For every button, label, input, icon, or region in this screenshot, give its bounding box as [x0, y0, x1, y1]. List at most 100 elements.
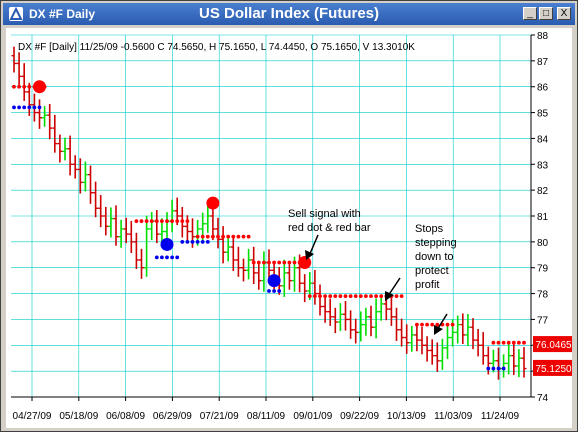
- x-axis: 04/27/09 05/18/09 06/08/09 06/29/09 07/21/09…: [11, 396, 531, 422]
- annotation-sell-line1: Sell signal with: [288, 208, 361, 220]
- price-label: 76.0465: [535, 340, 572, 351]
- y-tick-label: 86: [537, 83, 549, 94]
- minimize-button[interactable]: _: [523, 7, 537, 20]
- short-stop-dot: [353, 294, 358, 299]
- short-stop-dot: [236, 234, 241, 239]
- close-button[interactable]: X: [557, 7, 571, 20]
- annotation-sell-line2: red dot & red bar: [288, 222, 371, 234]
- short-stop-dot: [333, 294, 338, 299]
- x-tick-label: 04/27/09: [13, 411, 52, 422]
- short-stop-dot: [348, 294, 353, 299]
- long-stop-dot: [22, 105, 27, 110]
- short-stop-dot: [415, 322, 419, 327]
- short-stop-dot: [267, 260, 271, 265]
- y-tick-label: 83: [537, 160, 549, 171]
- short-stop-dot: [379, 294, 384, 299]
- short-stop-dot: [445, 322, 450, 327]
- price-label-box: [533, 336, 572, 353]
- short-stop-dot: [180, 219, 185, 224]
- long-stop-dot: [277, 289, 282, 293]
- short-stop-dot: [277, 260, 282, 265]
- short-stop-dot: [27, 84, 32, 89]
- long-stop-dot: [267, 289, 271, 293]
- short-stop-dot: [251, 260, 256, 265]
- stop-dots: [12, 84, 526, 371]
- annotation-arrow-2: [385, 277, 401, 301]
- short-stop-dot: [307, 294, 312, 299]
- long-stop-dot: [200, 239, 205, 244]
- short-stop-dot: [246, 234, 251, 239]
- short-stop-dot: [450, 322, 455, 327]
- short-stop-dot: [399, 294, 404, 299]
- info-line: DX #F [Daily] 11/25/09 -0.5600 C 74.5650…: [18, 42, 415, 53]
- short-stop-dot: [160, 219, 164, 224]
- short-stop-dot: [338, 294, 343, 299]
- long-stop-dot: [272, 289, 276, 293]
- price-label: 75.1250: [535, 364, 572, 375]
- x-tick-label: 08/11/09: [247, 411, 286, 422]
- short-stop-dot: [292, 260, 297, 265]
- short-stop-dot: [313, 294, 317, 299]
- maximize-button[interactable]: □: [539, 7, 553, 20]
- short-stop-dot: [430, 322, 435, 327]
- short-stop-dot: [369, 294, 373, 299]
- long-stop-dot: [32, 105, 37, 110]
- x-tick-label: 11/24/09: [481, 411, 520, 422]
- short-stop-dot: [170, 219, 175, 224]
- short-stop-dot: [22, 84, 27, 89]
- annotation-stops-line4: protect: [415, 265, 449, 277]
- short-stop-dot: [226, 234, 231, 239]
- y-tick-label: 85: [537, 109, 549, 120]
- x-tick-label: 06/08/09: [106, 411, 145, 422]
- short-stop-dot: [364, 294, 368, 299]
- long-stop-dot: [160, 255, 164, 260]
- long-stop-dot: [175, 255, 180, 260]
- short-stop-dot: [272, 260, 276, 265]
- short-stop-dot: [517, 340, 521, 345]
- x-tick-label: 09/22/09: [340, 411, 379, 422]
- buy-signal-dot: [267, 274, 281, 288]
- long-stop-dot: [170, 255, 175, 260]
- y-tick-label: 87: [537, 57, 549, 68]
- short-stop-dot: [195, 234, 200, 239]
- long-stop-dot: [205, 239, 210, 244]
- y-tick-label: 80: [537, 238, 549, 249]
- short-stop-dot: [262, 260, 266, 265]
- short-stop-dot: [343, 294, 348, 299]
- price-label-box: [533, 359, 572, 376]
- sell-signal-dot: [33, 80, 46, 94]
- long-stop-dot: [501, 366, 506, 371]
- long-stop-dot: [491, 366, 496, 371]
- title-bar[interactable]: DX #F Daily US Dollar Index (Futures) _ …: [3, 3, 575, 25]
- short-stop-dot: [491, 340, 496, 345]
- x-tick-label: 11/03/09: [434, 411, 473, 422]
- short-stop-dot: [216, 234, 220, 239]
- short-stop-dot: [205, 234, 210, 239]
- long-stop-dot: [190, 239, 195, 244]
- short-stop-dot: [12, 84, 16, 89]
- plot-area: 888786858483828180797877767574 04/27/090…: [6, 28, 572, 428]
- short-stop-dot: [287, 260, 292, 265]
- long-stop-dot: [17, 105, 21, 110]
- short-stop-dot: [501, 340, 506, 345]
- short-stop-dot: [282, 260, 287, 265]
- short-stop-dot: [139, 219, 144, 224]
- annotation-stops-line5: profit: [415, 279, 439, 291]
- short-stop-dot: [358, 294, 363, 299]
- short-stop-dot: [328, 294, 333, 299]
- app-icon: [9, 7, 23, 21]
- x-tick-label: 05/18/09: [59, 411, 98, 422]
- short-stop-dot: [149, 219, 154, 224]
- short-stop-dot: [154, 219, 159, 224]
- short-stop-dot: [511, 340, 516, 345]
- signal-dots: [33, 80, 312, 288]
- y-tick-label: 77: [537, 315, 549, 326]
- long-stop-dot: [496, 366, 501, 371]
- annotation-stops-line1: Stops: [415, 223, 444, 235]
- long-stop-dot: [486, 366, 491, 371]
- x-tick-label: 07/21/09: [200, 411, 239, 422]
- buy-signal-dot: [160, 237, 174, 251]
- short-stop-dot: [144, 219, 149, 224]
- short-stop-dot: [185, 219, 190, 224]
